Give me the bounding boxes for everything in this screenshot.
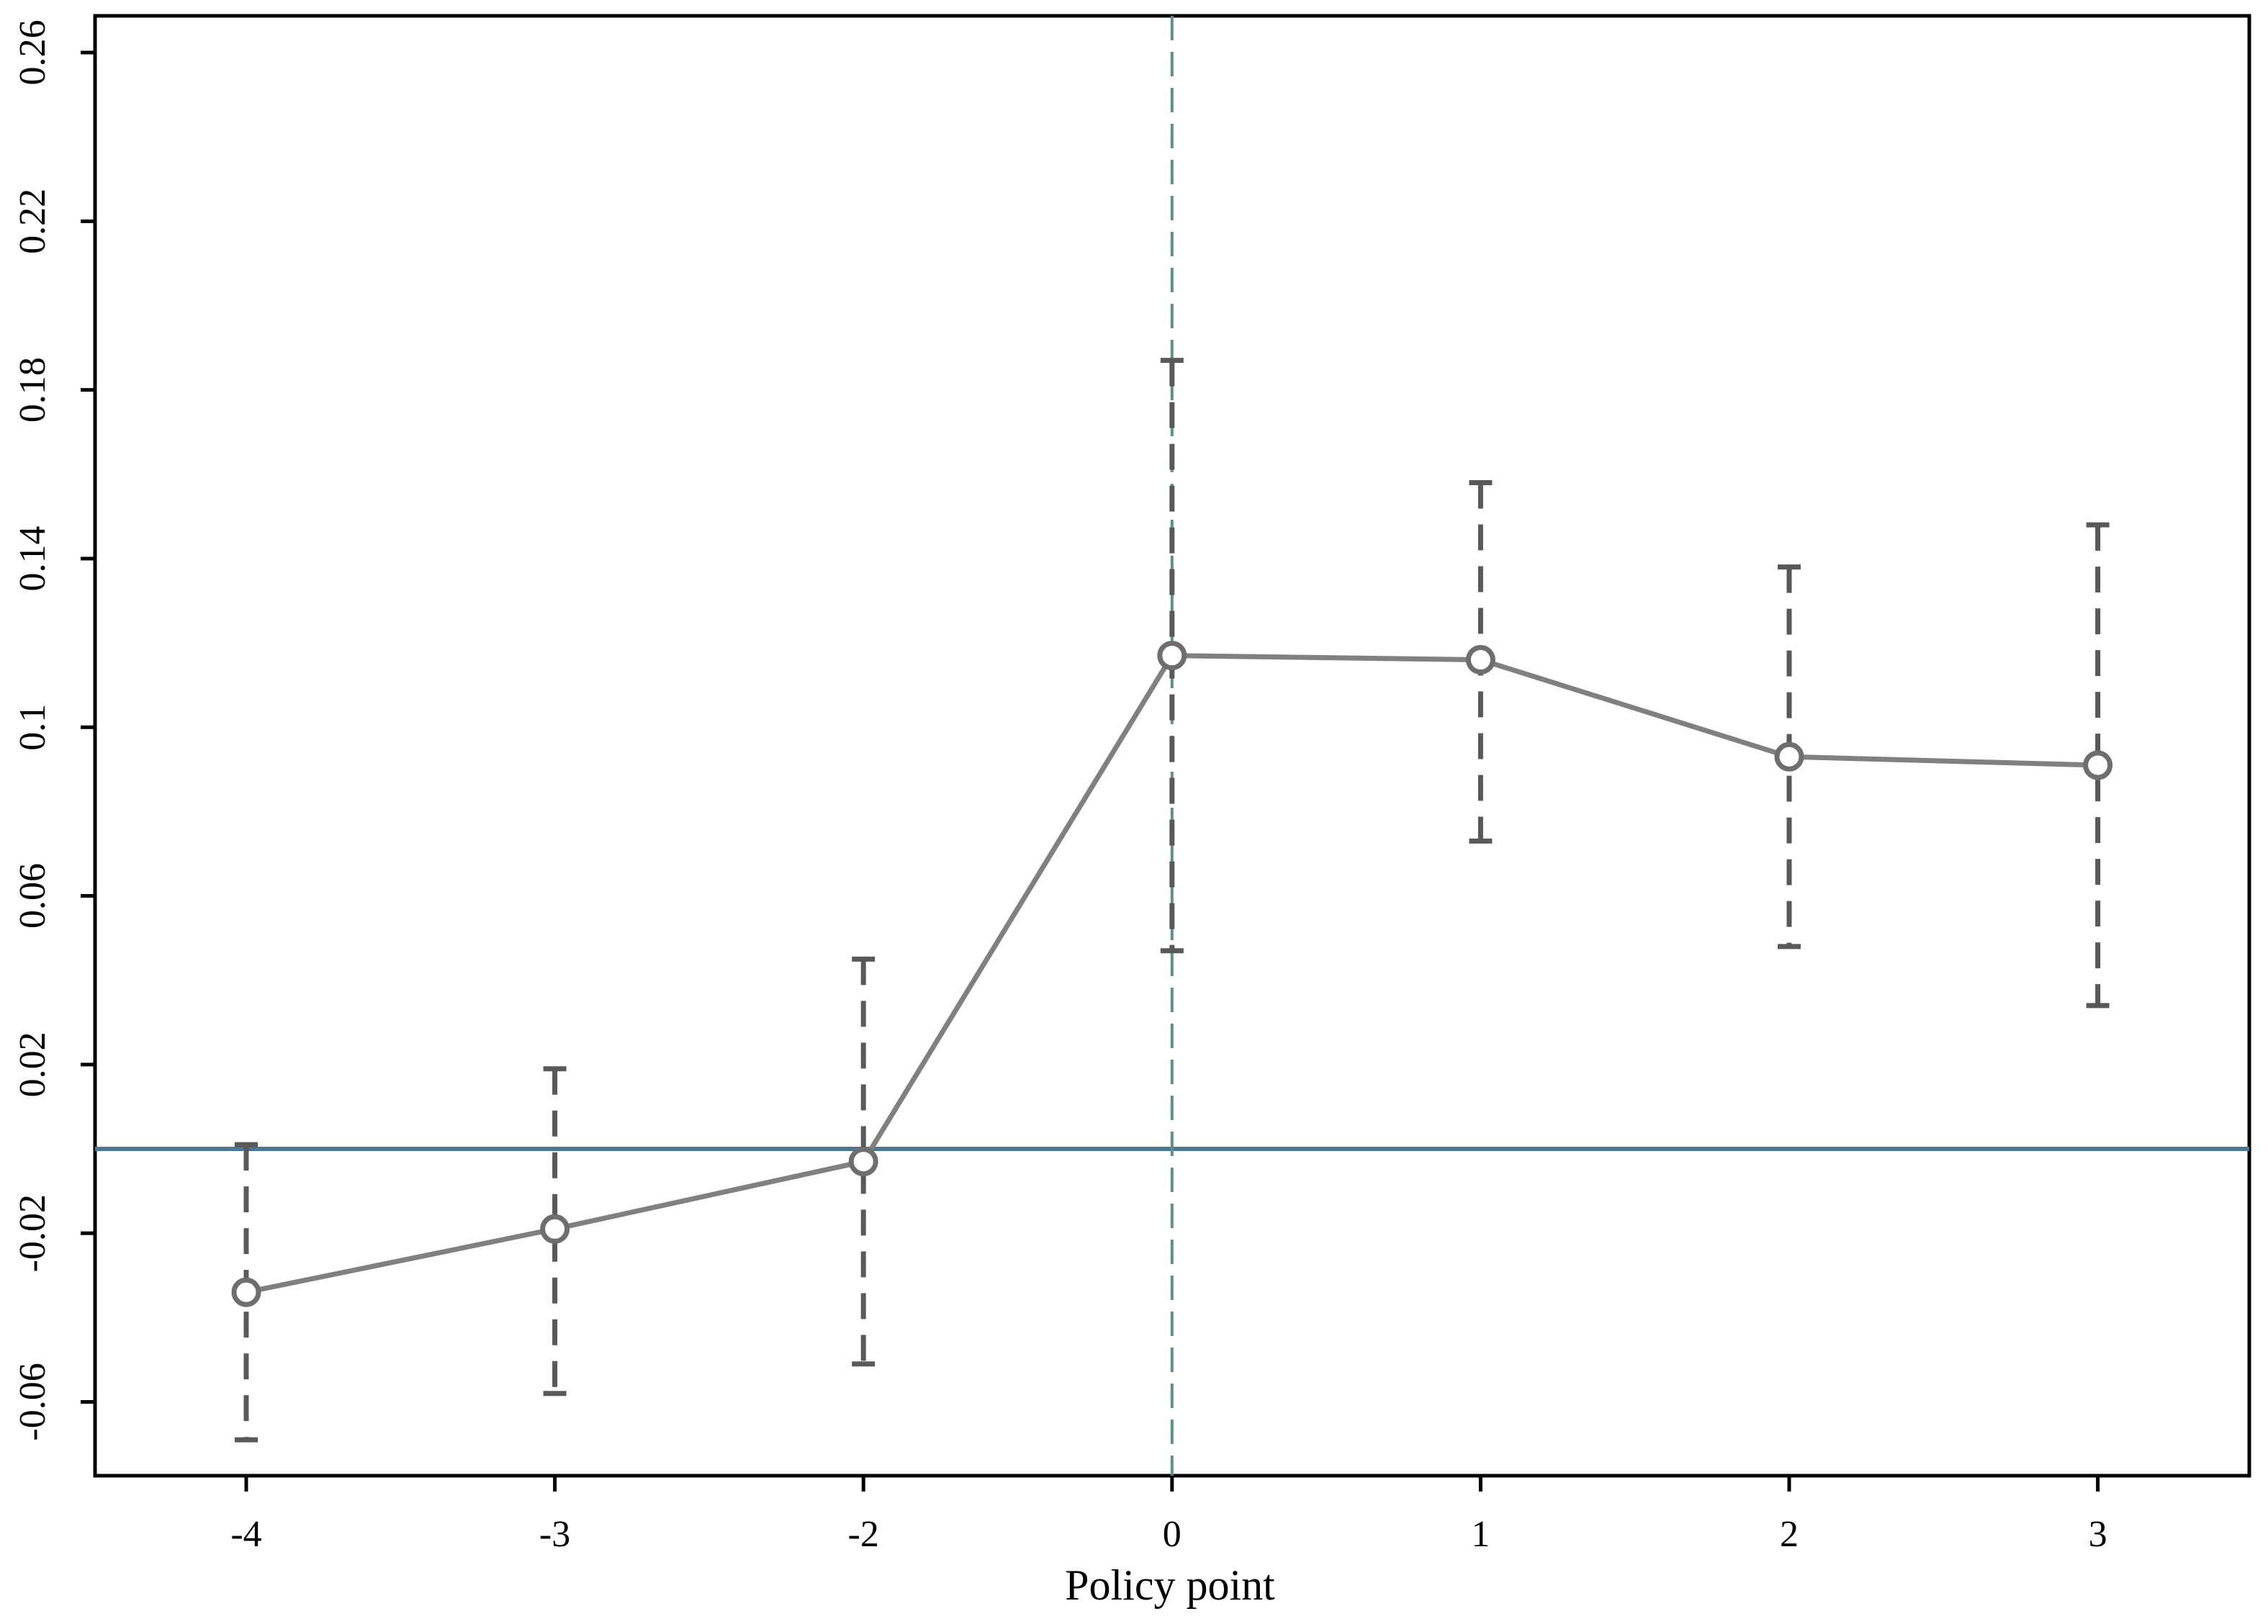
y-tick-label: 0.14	[12, 525, 53, 591]
x-tick-label: 0	[1163, 1514, 1182, 1555]
data-point	[1157, 641, 1187, 671]
x-tick-label: -3	[539, 1514, 570, 1555]
y-tick-label: 0.26	[12, 20, 53, 86]
y-tick-label: 0.02	[12, 1032, 53, 1097]
data-point	[2083, 750, 2113, 780]
error-bar	[543, 1066, 567, 1397]
data-point	[540, 1214, 570, 1244]
x-tick-label: 2	[1780, 1514, 1799, 1555]
y-tick-label: 0.18	[12, 357, 53, 423]
error-bar	[2086, 522, 2110, 1009]
y-tick-label: -0.06	[12, 1363, 53, 1440]
error-bar	[852, 956, 876, 1367]
y-tick-label: 0.1	[12, 704, 53, 751]
y-tick-label: 0.22	[12, 189, 53, 254]
data-point	[1465, 645, 1495, 675]
y-axis: -0.06 -0.02 0.02 0.06 0.1 0.14 0.18 0.22 0.26	[12, 20, 95, 1441]
x-axis: -4 -3 -2 0 1 2 3	[230, 1476, 2107, 1555]
plot-area	[93, 14, 2251, 1478]
data-point	[1774, 741, 1804, 772]
y-tick-label: 0.06	[12, 863, 53, 929]
x-tick-label: -4	[230, 1514, 261, 1555]
x-tick-label: -2	[848, 1514, 879, 1555]
x-tick-label: 1	[1471, 1514, 1490, 1555]
data-point	[848, 1147, 878, 1177]
y-tick-label: -0.02	[12, 1194, 53, 1272]
data-point	[231, 1277, 261, 1307]
x-tick-label: 3	[2089, 1514, 2107, 1555]
x-axis-title: Policy point	[1065, 1561, 1275, 1609]
